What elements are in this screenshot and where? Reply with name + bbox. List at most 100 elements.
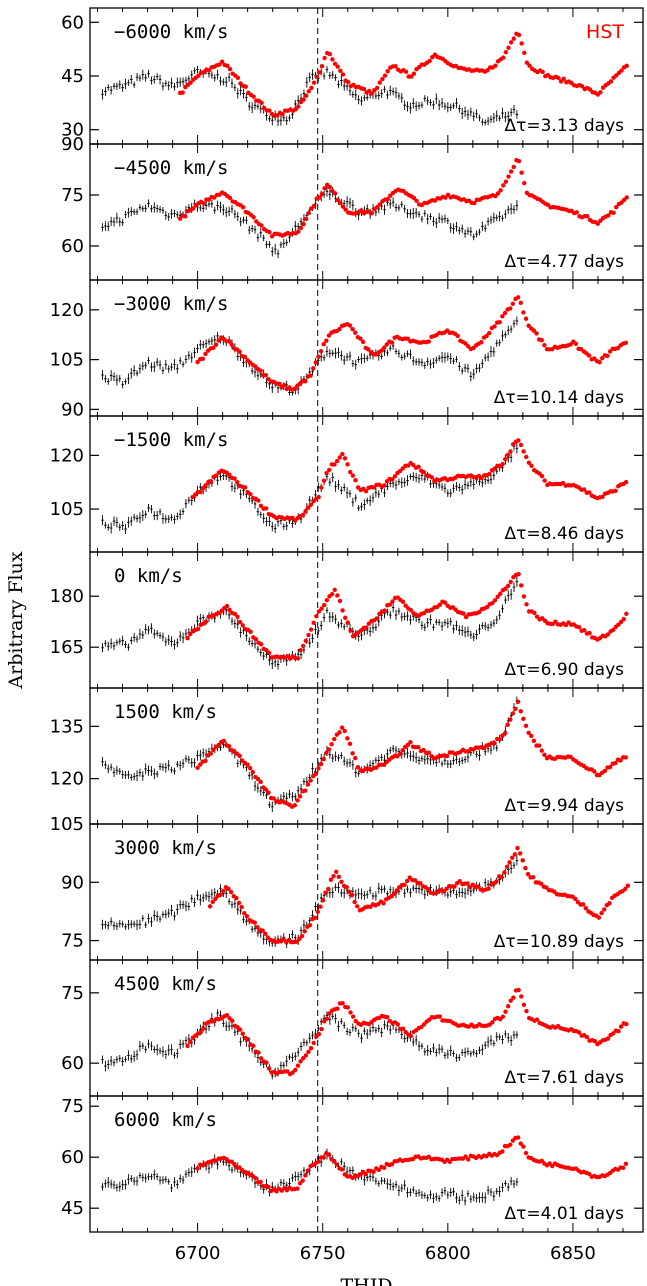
hst-data-point [394, 888, 399, 893]
hst-data-point [355, 765, 361, 770]
lag-label: Δτ=6.90 days [505, 660, 625, 680]
velocity-label: 4500 km/s [114, 973, 217, 995]
hst-data-point [319, 191, 325, 197]
hst-data-point [240, 205, 246, 210]
hst-data-point [534, 331, 539, 336]
hst-data-point [472, 200, 477, 206]
hst-data-point [393, 64, 398, 69]
hst-data-point [340, 608, 345, 613]
hst-data-point [516, 438, 521, 443]
hst-data-point [195, 626, 201, 632]
hst-data-point [421, 747, 426, 753]
hst-data-point [516, 32, 522, 38]
hst-data-point [327, 1011, 332, 1016]
hst-data-point [521, 449, 526, 454]
hst-data-point [211, 747, 216, 752]
hst-data-point [337, 455, 342, 460]
hst-data-point [542, 478, 547, 483]
hst-data-point [519, 583, 524, 588]
hst-data-point [381, 1165, 387, 1171]
y-tick-label: 75 [61, 931, 84, 952]
hst-data-point [371, 1169, 376, 1175]
hst-data-point [587, 630, 592, 636]
hst-data-point [296, 229, 301, 234]
hst-data-point [497, 320, 502, 325]
hst-data-point [466, 344, 471, 349]
hst-data-point [343, 615, 348, 620]
hst-data-point [340, 451, 345, 457]
hst-data-point [586, 353, 592, 358]
hst-data-point [584, 1034, 590, 1040]
hst-data-point [203, 619, 209, 624]
hst-data-point [303, 638, 309, 643]
hst-data-point [294, 939, 300, 944]
hst-data-point [329, 591, 335, 597]
hst-data-point [526, 730, 531, 735]
hst-data-point [308, 627, 314, 632]
hst-data-point [300, 1178, 305, 1183]
hst-data-point [510, 711, 516, 716]
hst-data-point [486, 886, 491, 891]
hst-data-point [214, 473, 219, 478]
hst-data-point [382, 483, 387, 488]
hst-data-point [348, 469, 353, 475]
hst-data-point [527, 63, 532, 68]
hst-data-point [574, 210, 580, 215]
hst-data-point [308, 778, 313, 783]
hst-data-point [385, 196, 390, 202]
hst-data-point [508, 40, 514, 45]
hst-data-point [353, 755, 358, 761]
hst-data-point [492, 466, 497, 471]
hst-data-point [253, 1175, 258, 1181]
hst-data-point [490, 600, 495, 606]
hst-data-point [529, 733, 534, 739]
hst-data-point [390, 599, 395, 604]
hst-data-point [303, 1173, 308, 1178]
hst-data-point [340, 204, 346, 209]
hst-data-point [208, 751, 213, 756]
hst-data-point [337, 598, 343, 604]
hst-data-point [302, 929, 307, 934]
hst-data-point [524, 1008, 529, 1014]
hst-data-point [195, 1166, 200, 1171]
hst-data-point [337, 730, 342, 735]
hst-data-point [235, 479, 240, 485]
hst-data-point [492, 740, 497, 746]
hst-data-point [508, 169, 514, 174]
hst-data-point [508, 1142, 513, 1147]
hst-data-point [258, 503, 264, 508]
hst-data-point [411, 195, 417, 201]
hst-data-point [520, 858, 525, 863]
hst-data-point [332, 191, 338, 196]
hst-data-point [221, 888, 226, 894]
hst-data-point [213, 896, 218, 902]
hst-data-point [343, 207, 348, 212]
hst-data-point [426, 339, 432, 344]
hst-data-point [303, 509, 308, 514]
hst-data-point [313, 915, 318, 921]
lag-label: Δτ=9.94 days [505, 796, 625, 816]
hst-data-point [503, 50, 509, 55]
hst-data-point [258, 1056, 264, 1061]
hst-data-point [561, 76, 566, 82]
hst-data-point [247, 766, 253, 771]
y-tick-label: 120 [50, 445, 84, 466]
hst-data-point [613, 760, 618, 766]
hst-data-point [380, 76, 385, 82]
hst-data-point [267, 229, 272, 235]
hst-data-point [624, 63, 629, 69]
hst-data-point [314, 74, 319, 80]
velocity-label: 3000 km/s [114, 837, 217, 859]
hst-data-point [408, 607, 414, 613]
hst-data-point [228, 889, 234, 895]
hst-data-point [623, 479, 629, 485]
hst-data-point [303, 379, 308, 384]
hst-data-point [444, 753, 450, 759]
hst-data-point [614, 204, 619, 210]
hst-data-point [602, 907, 607, 912]
hst-data-point [251, 1043, 256, 1049]
hst-data-point [510, 301, 516, 306]
hst-data-point [585, 214, 590, 219]
hst-data-point [253, 637, 259, 642]
hst-data-point [200, 356, 206, 362]
